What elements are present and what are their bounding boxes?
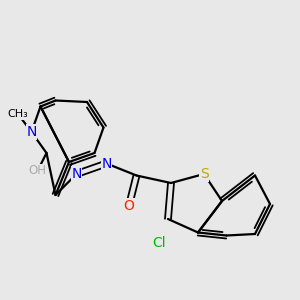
Text: N: N (101, 157, 112, 170)
Text: OH: OH (28, 164, 46, 178)
Text: N: N (26, 125, 37, 139)
Text: O: O (124, 199, 134, 212)
Text: N: N (71, 167, 82, 181)
Text: Cl: Cl (152, 236, 166, 250)
Text: CH₃: CH₃ (8, 109, 29, 119)
Text: S: S (200, 167, 208, 181)
